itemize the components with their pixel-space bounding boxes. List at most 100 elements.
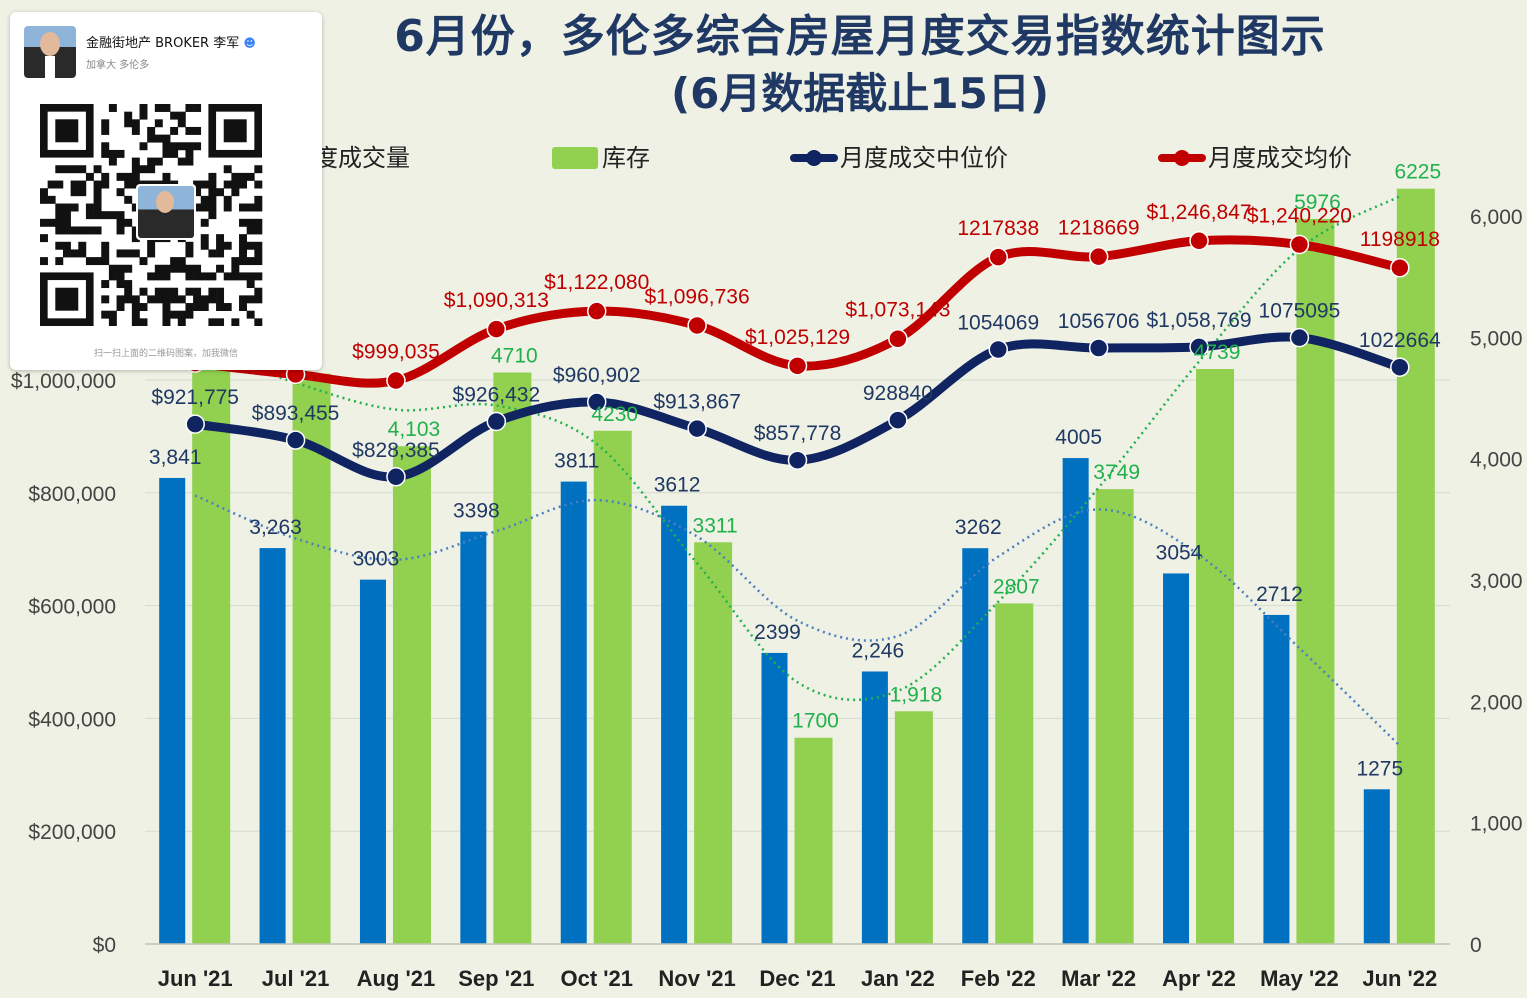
sales-bar [1363,789,1390,944]
qr-module [246,310,255,319]
qr-module [254,272,263,281]
qr-module [185,126,194,135]
qr-module [147,157,156,166]
qr-module [131,310,140,319]
right-axis-tick-label: 4,000 [1470,449,1523,472]
qr-module [200,218,209,227]
legend-average-label: 月度成交均价 [1208,144,1352,172]
qr-module [208,318,217,326]
qr-module [231,172,240,181]
qr-module [85,203,94,212]
qr-finder-core [55,119,79,143]
median-price-marker [687,418,707,439]
qr-module [208,188,217,197]
qr-module [185,310,194,319]
median-price-marker [1189,337,1209,357]
qr-module [170,310,179,319]
sales-bar [1163,573,1190,944]
inventory-data-label: 5976 [1294,191,1341,214]
qr-module [139,257,148,266]
average-price-marker [787,356,808,376]
qr-module [246,272,255,281]
qr-code[interactable] [40,104,292,326]
qr-module [239,203,247,212]
qr-module [147,134,156,143]
qr-module [116,218,125,227]
qr-module [139,303,148,311]
average-data-label: $1,025,129 [745,326,850,349]
qr-module [254,287,263,296]
qr-module [239,234,247,243]
qr-module [216,287,225,296]
qr-module [147,272,156,281]
qr-center-avatar [136,184,196,240]
average-price-marker [988,247,1009,267]
person-icon: ☻ [243,36,256,50]
qr-module [154,119,163,128]
qr-module [116,226,125,235]
qr-module [170,126,179,135]
qr-module [185,249,194,258]
inventory-data-label: 4230 [591,403,638,426]
x-axis-tick-label: Jun '21 [158,966,233,991]
sales-data-label: 3262 [955,516,1002,539]
qr-module [108,157,117,166]
right-axis-tick-label: 3,000 [1470,570,1523,593]
x-axis-tick-label: Mar '22 [1061,966,1136,991]
qr-module [154,104,163,112]
sales-data-label: 3003 [353,548,400,571]
median-price-marker [988,339,1009,360]
qr-module [147,165,156,174]
qr-module [185,104,194,112]
qr-module [193,303,202,311]
inventory-bar [1095,489,1134,944]
qr-module [40,257,48,266]
sales-data-label: 4005 [1055,426,1102,449]
qr-module [131,234,140,243]
qr-module [55,211,64,220]
inventory-bar [1296,218,1335,945]
qr-module [239,249,247,258]
legend-sales-label: 度成交量 [314,144,410,172]
qr-module [208,211,217,220]
qr-module [40,195,48,204]
median-data-label: $926,432 [453,383,541,406]
sales-data-label: 3612 [654,474,701,497]
qr-module [101,241,110,250]
qr-module [185,272,194,281]
median-data-label: 1075095 [1259,300,1341,323]
qr-module [131,157,140,166]
left-axis-tick-label: $400,000 [28,708,116,731]
qr-module [131,303,140,311]
average-price-marker [386,370,406,391]
qr-card-name: 金融街地产 BROKER 李军 [86,36,240,51]
x-axis-tick-label: Dec '21 [759,966,835,991]
qr-module [131,172,140,181]
average-price-marker [1088,246,1109,267]
qr-module [101,310,110,319]
average-data-label: 1198918 [1360,228,1440,251]
qr-module [85,226,94,235]
qr-module [124,119,133,128]
qr-module [254,295,263,304]
qr-module [124,295,133,304]
right-axis-tick-label: 5,000 [1470,327,1523,350]
average-data-label: $1,246,847 [1146,201,1251,224]
qr-module [200,180,209,189]
qr-module [254,318,263,326]
qr-module [246,172,255,181]
qr-module [101,126,110,135]
sales-bar [1062,458,1089,944]
qr-module [124,249,133,258]
qr-module [108,310,117,319]
sales-data-label: 2399 [754,621,801,644]
inventory-data-label: 4710 [491,345,538,368]
qr-module [216,264,225,273]
qr-module [124,287,133,296]
qr-module [162,287,171,296]
qr-module [108,149,117,158]
qr-module [93,195,102,204]
qr-module [216,188,225,197]
qr-module [208,180,217,189]
median-price-marker [586,392,607,412]
